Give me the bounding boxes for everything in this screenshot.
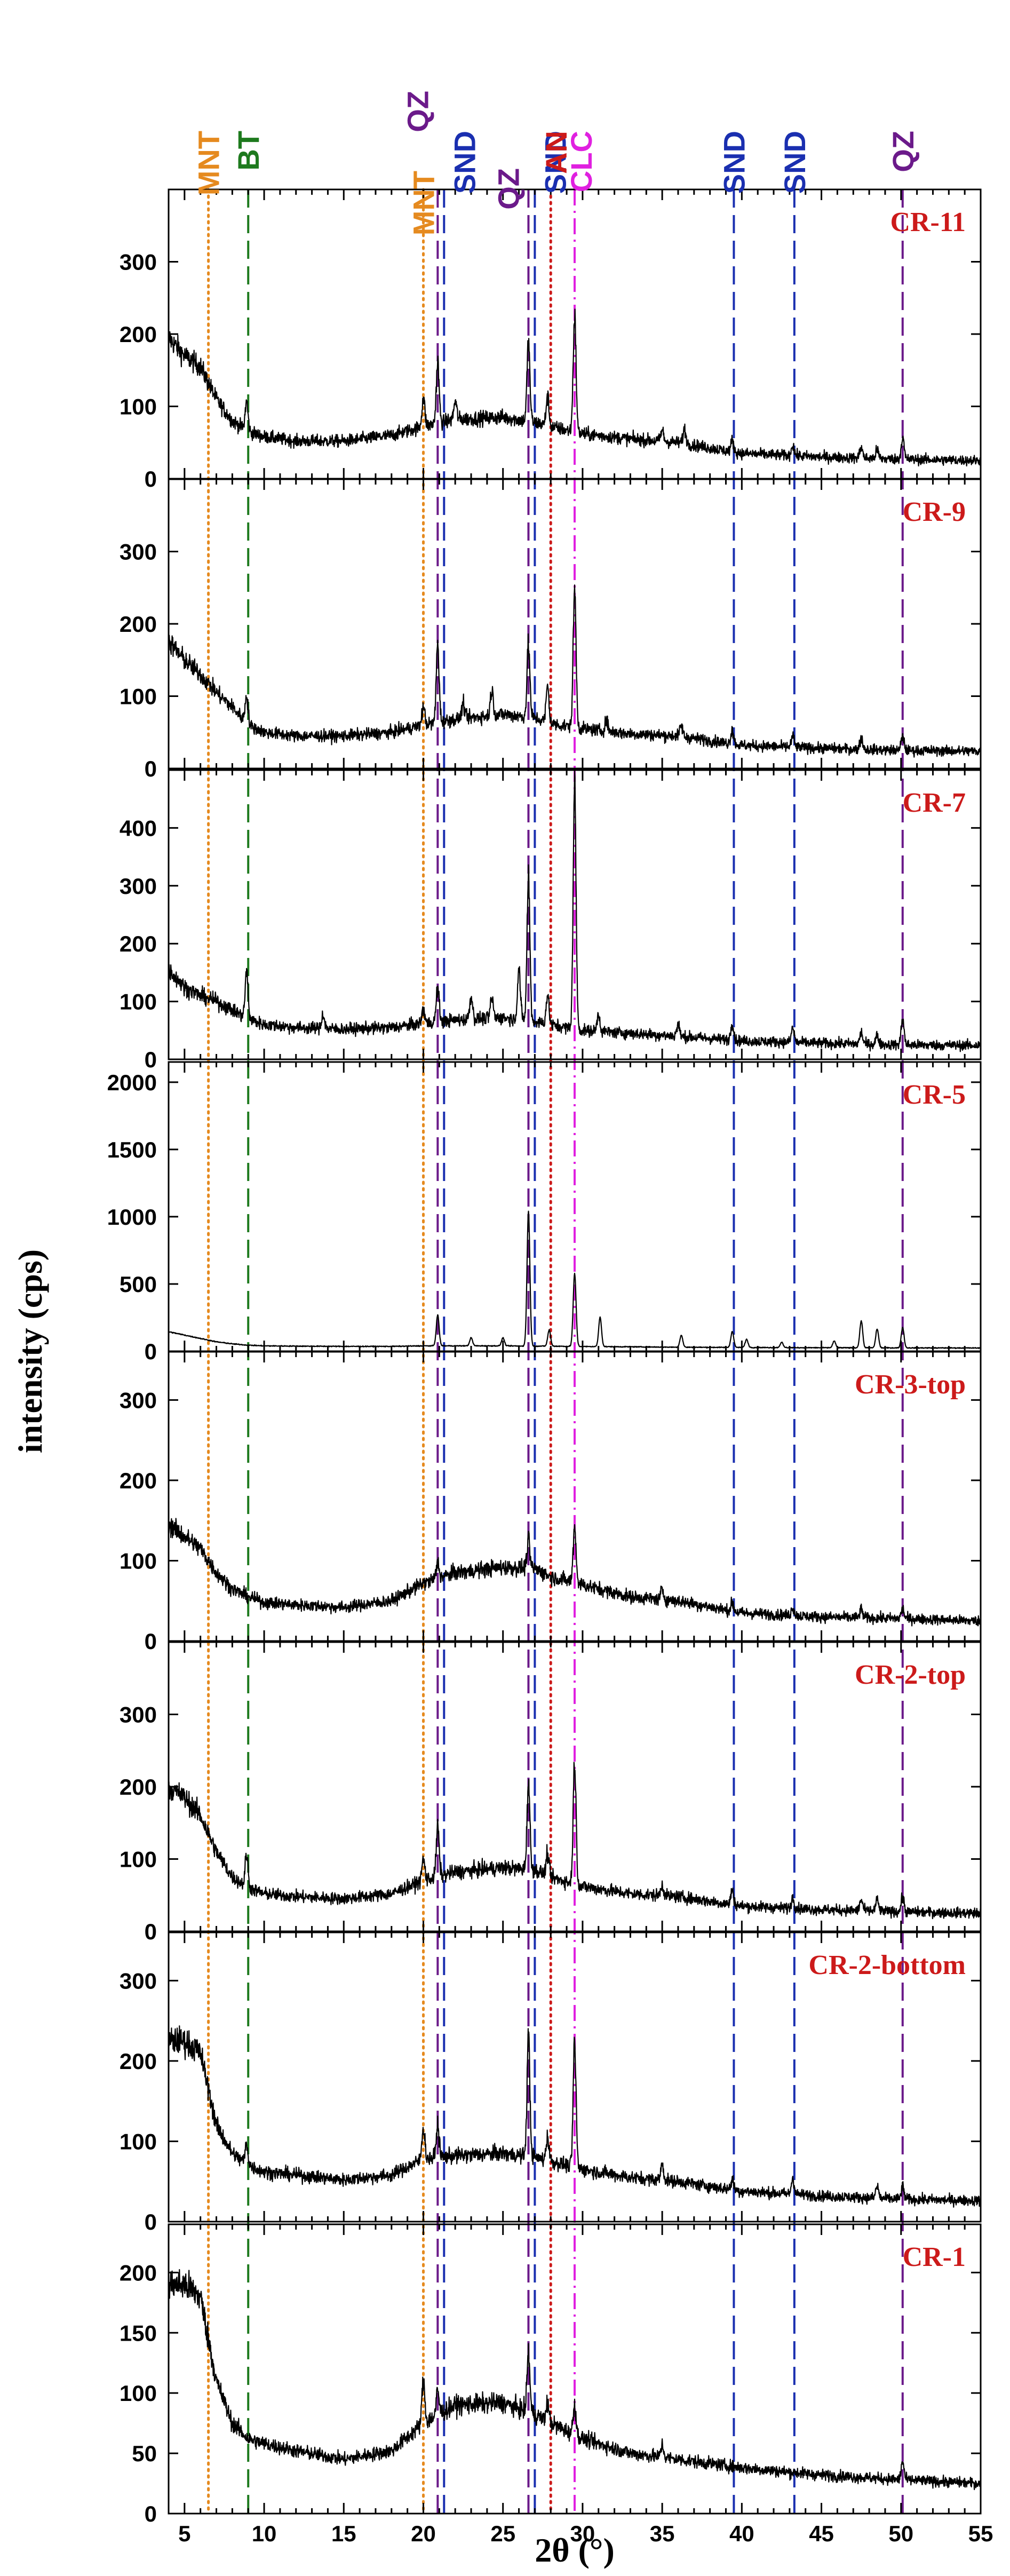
panel-cr-9: 0 100 200 300 CR-9: [120, 478, 982, 781]
y-tick-label: 0: [145, 466, 157, 492]
panel-frame: [168, 1351, 982, 1642]
phase-label-snd-10: SND: [778, 131, 812, 194]
y-tick-label: 300: [120, 874, 157, 899]
panel-label: CR-3-top: [855, 1369, 966, 1400]
y-tick-label: 300: [120, 540, 157, 565]
y-tick-label: 1000: [107, 1204, 157, 1230]
xrd-trace-cr-1: [168, 2269, 982, 2491]
x-axis-title: 2θ (°): [535, 2531, 615, 2569]
x-tick-label: 35: [650, 2521, 675, 2546]
y-tick-label: 200: [120, 2049, 157, 2074]
xrd-trace-cr-3-top: [168, 1518, 982, 1627]
y-tick-label: 100: [120, 2381, 157, 2406]
panel-label: CR-11: [890, 207, 966, 237]
x-axis: 5 10 15 20 25 30 35 40 45 50 55: [178, 2521, 993, 2546]
phase-label-snd-6: SND: [538, 131, 572, 194]
x-tick-label: 25: [490, 2521, 515, 2546]
panel-frame: [168, 2223, 982, 2515]
x-tick-label: 50: [888, 2521, 913, 2546]
panel-cr-7: 0 100 200 300 400 CR-7: [120, 769, 982, 1072]
x-tick-label: 55: [968, 2521, 993, 2546]
y-tick-label: 150: [120, 2320, 157, 2345]
x-tick-label: 15: [331, 2521, 356, 2546]
y-tick-label: 0: [145, 2501, 157, 2526]
y-tick-label: 200: [120, 931, 157, 956]
panels-layer: 0100200300CR-110100200300CR-901002003004…: [107, 188, 993, 2546]
y-tick-label: 200: [120, 612, 157, 637]
xrd-trace-cr-9: [168, 584, 982, 758]
phase-label-qz-11: QZ: [886, 131, 920, 172]
panel-label: CR-9: [903, 497, 966, 527]
panel-label: CR-5: [903, 1080, 966, 1110]
panel-cr-1: 0 50 100 150 200 CR-1: [120, 2223, 982, 2526]
xrd-trace-cr-5: [168, 1210, 981, 1350]
y-tick-label: 200: [120, 322, 157, 347]
y-tick-label: 100: [120, 684, 157, 709]
panel-cr-2-bottom: 0 100 200 300 CR-2-bottom: [120, 1931, 982, 2234]
y-tick-label: 300: [120, 250, 157, 275]
panel-label: CR-2-top: [855, 1660, 966, 1690]
phase-label-bt-1: BT: [232, 131, 265, 171]
panel-cr-3-top: 0 100 200 300 CR-3-top: [120, 1351, 982, 1654]
y-tick-label: 100: [120, 394, 157, 419]
x-tick-label: 10: [252, 2521, 277, 2546]
x-tick-label: 45: [809, 2521, 834, 2546]
y-tick-label: 200: [120, 1468, 157, 1493]
panel-frame: [168, 1931, 982, 2223]
y-axis-title: intensity (cps): [11, 1249, 49, 1453]
x-tick-label: 5: [178, 2521, 190, 2546]
y-tick-label: 0: [145, 1339, 157, 1364]
y-tick-label: 0: [145, 2209, 157, 2234]
x-tick-label: 30: [570, 2521, 595, 2546]
phase-label-snd-4: SND: [448, 131, 481, 194]
y-tick-label: 100: [120, 2129, 157, 2154]
y-tick-label: 0: [145, 1919, 157, 1944]
y-tick-label: 0: [145, 756, 157, 781]
y-tick-label: 100: [120, 989, 157, 1014]
x-tick-label: 20: [411, 2521, 436, 2546]
panel-cr-2-top: 0 100 200 300 CR-2-top: [120, 1641, 982, 1944]
xrd-trace-cr-2-top: [168, 1762, 982, 1920]
y-tick-label: 300: [120, 1702, 157, 1727]
panel-label: CR-2-bottom: [808, 1950, 966, 1980]
panel-label: CR-1: [903, 2242, 966, 2272]
phase-label-mnt-2: MNT: [407, 171, 440, 235]
y-tick-label: 50: [132, 2441, 157, 2466]
phase-label-snd-9: SND: [717, 131, 751, 194]
y-tick-label: 300: [120, 1968, 157, 1993]
phase-label-an-7: AN: [539, 131, 573, 174]
phase-label-mnt-0: MNT: [192, 131, 226, 195]
y-tick-label: 1500: [107, 1137, 157, 1162]
y-tick-label: 0: [145, 1047, 157, 1072]
y-tick-label: 200: [120, 2260, 157, 2285]
phase-label-clc-8: CLC: [564, 131, 598, 192]
xrd-trace-cr-11: [168, 308, 982, 467]
y-tick-label: 200: [120, 1774, 157, 1800]
phase-label-qz-5: QZ: [491, 168, 525, 210]
y-tick-label: 0: [145, 1629, 157, 1654]
y-tick-label: 400: [120, 815, 157, 841]
xrd-trace-cr-7: [168, 770, 982, 1052]
x-tick-label: 40: [729, 2521, 754, 2546]
phase-label-qz-3: QZ: [401, 91, 434, 132]
panel-cr-5: 0 500 1000 1500 2000 CR-5: [107, 1061, 982, 1364]
y-tick-label: 2000: [107, 1070, 157, 1095]
y-tick-label: 300: [120, 1388, 157, 1413]
y-tick-label: 100: [120, 1847, 157, 1872]
panel-label: CR-7: [903, 788, 966, 818]
y-tick-label: 100: [120, 1548, 157, 1573]
y-tick-label: 500: [120, 1272, 157, 1297]
xrd-trace-cr-2-bottom: [168, 2025, 982, 2208]
